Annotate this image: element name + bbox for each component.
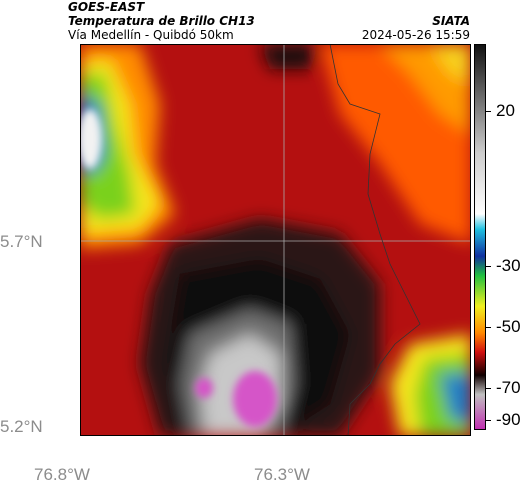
y-tick-label: 5.7°N [0, 232, 43, 251]
map-canvas [80, 44, 471, 436]
satellite-source: GOES-EAST [68, 0, 145, 14]
cold-tops [80, 109, 277, 427]
colorbar-tick [486, 111, 491, 112]
colorbar-label: -70 [496, 378, 521, 397]
brightness-temperature-map[interactable] [80, 44, 471, 436]
colorbar-tick [486, 266, 491, 267]
colorbar-tick [486, 327, 491, 328]
organization-label: SIATA [432, 14, 470, 28]
colorbar-tick [486, 420, 491, 421]
region-label: Vía Medellín - Quibdó 50km [68, 28, 234, 42]
colorbar-label: 20 [496, 101, 515, 120]
colorbar [474, 44, 486, 430]
boundary-line [329, 44, 421, 436]
colorbar-label: -50 [496, 317, 521, 336]
x-tick-label: 76.8°W [34, 465, 90, 484]
colorbar-label: -90 [496, 410, 521, 429]
product-title: Temperatura de Brillo CH13 [68, 14, 255, 28]
y-tick-label: 5.2°N [0, 417, 43, 436]
colorbar-label: -30 [496, 256, 521, 275]
x-tick-label: 76.3°W [254, 465, 310, 484]
timestamp: 2024-05-26 15:59 [361, 28, 470, 42]
colorbar-gradient [475, 45, 485, 429]
colorbar-tick [486, 388, 491, 389]
map-frame [80, 44, 471, 436]
cloud-field [80, 44, 471, 436]
map-header-right: SIATA 2024-05-26 15:59 [362, 0, 470, 42]
map-header-left: GOES-EAST Temperatura de Brillo CH13 Vía… [68, 0, 255, 42]
